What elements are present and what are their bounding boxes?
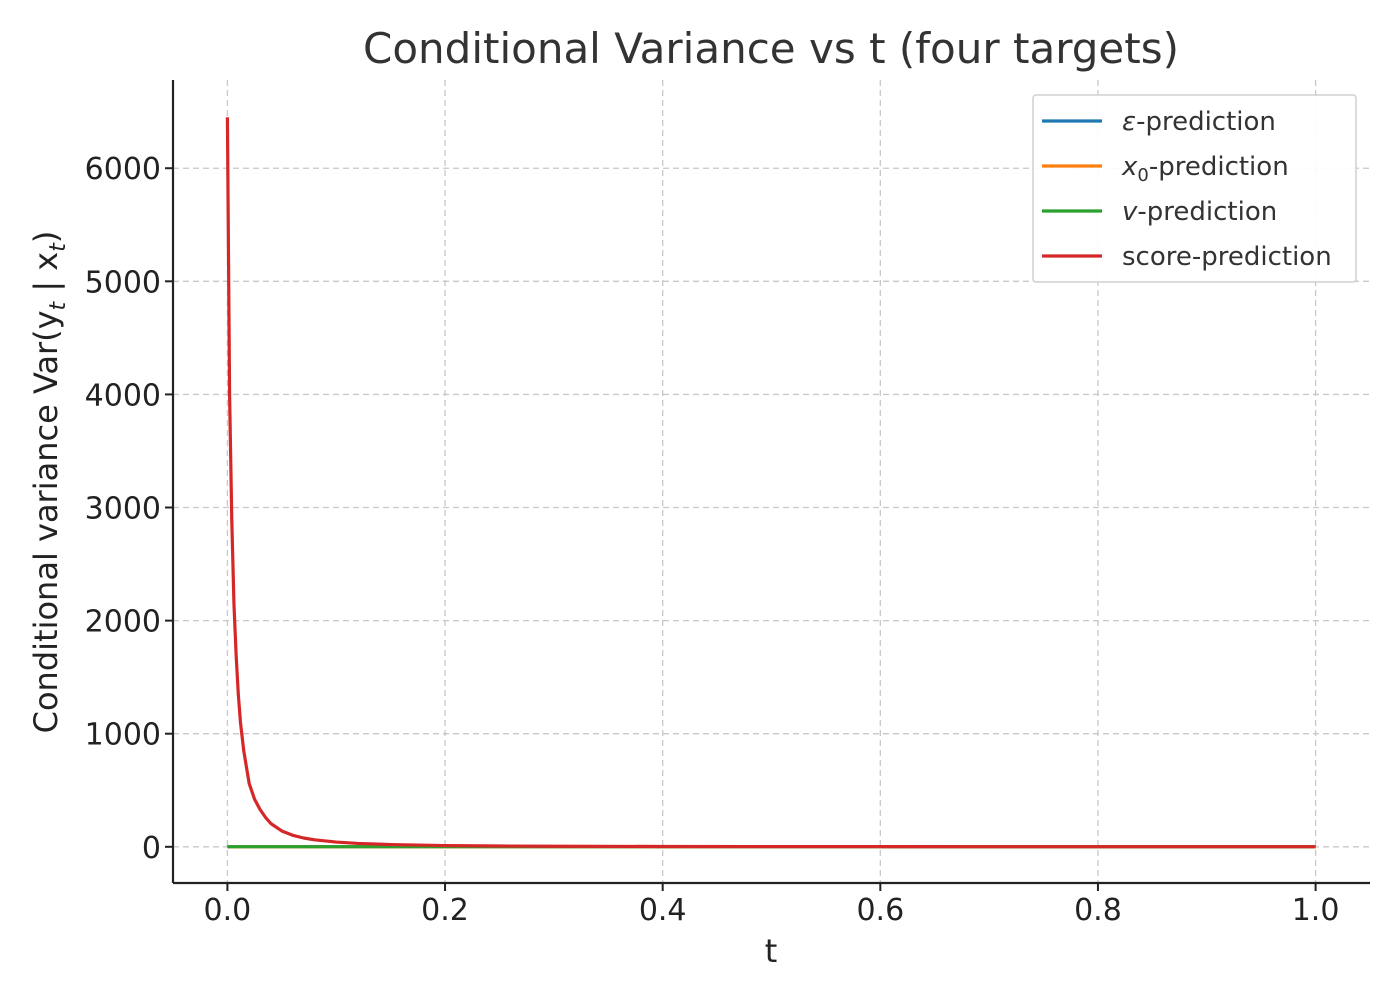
y-tick-label: 3000 [85, 492, 161, 527]
y-ticks: 0 1000 2000 3000 4000 5000 6000 [85, 152, 173, 866]
legend-symbol: v [1122, 197, 1138, 227]
x-tick-label: 1.0 [1292, 893, 1340, 928]
legend-text-rest: -prediction [1149, 152, 1289, 182]
y-tick-label: 5000 [85, 265, 161, 300]
legend-text-rest: -prediction [1136, 107, 1276, 137]
y-tick-label: 0 [142, 831, 161, 866]
legend-entry-2: v-prediction [1122, 197, 1277, 227]
y-axis-label-sub1: t [46, 300, 71, 310]
legend-subscript: 0 [1137, 165, 1148, 186]
series-lines [225, 117, 1316, 849]
y-tick-label: 1000 [85, 718, 161, 753]
x-tick-label: 0.8 [1074, 893, 1122, 928]
legend-text-rest: -prediction [1137, 197, 1277, 227]
legend-symbol: x [1121, 152, 1138, 182]
legend-text-rest: score-prediction [1122, 242, 1332, 272]
y-axis-label-end: ) [27, 231, 65, 243]
legend-symbol: ε [1122, 107, 1136, 137]
x-tick-label: 0.0 [204, 893, 252, 928]
y-axis-label-sub2: t [46, 242, 71, 252]
y-tick-label: 6000 [85, 152, 161, 187]
y-tick-label: 4000 [85, 378, 161, 413]
x-tick-label: 0.6 [856, 893, 904, 928]
x-tick-label: 0.2 [421, 893, 469, 928]
legend-frame [1032, 94, 1357, 283]
legend: ε-predictionx0-predictionv-predictionsco… [1032, 94, 1357, 283]
y-axis-label-main: Conditional variance Var(y [27, 310, 65, 733]
axes [171, 80, 1370, 885]
chart-title: Conditional Variance vs t (four targets) [363, 24, 1179, 73]
series-line-3 [225, 117, 1316, 849]
x-ticks: 0.0 0.2 0.4 0.6 0.8 1.0 [204, 883, 1340, 928]
legend-entry-3: score-prediction [1122, 242, 1332, 272]
x-tick-label: 0.4 [639, 893, 687, 928]
y-axis-label-mid: | x [27, 252, 65, 302]
y-axis-label: Conditional variance Var(yt | xt) [27, 231, 71, 734]
legend-entry-0: ε-prediction [1122, 107, 1276, 137]
x-axis-label: t [765, 932, 778, 970]
legend-entry-1: x0-prediction [1121, 152, 1289, 186]
y-tick-label: 2000 [85, 605, 161, 640]
